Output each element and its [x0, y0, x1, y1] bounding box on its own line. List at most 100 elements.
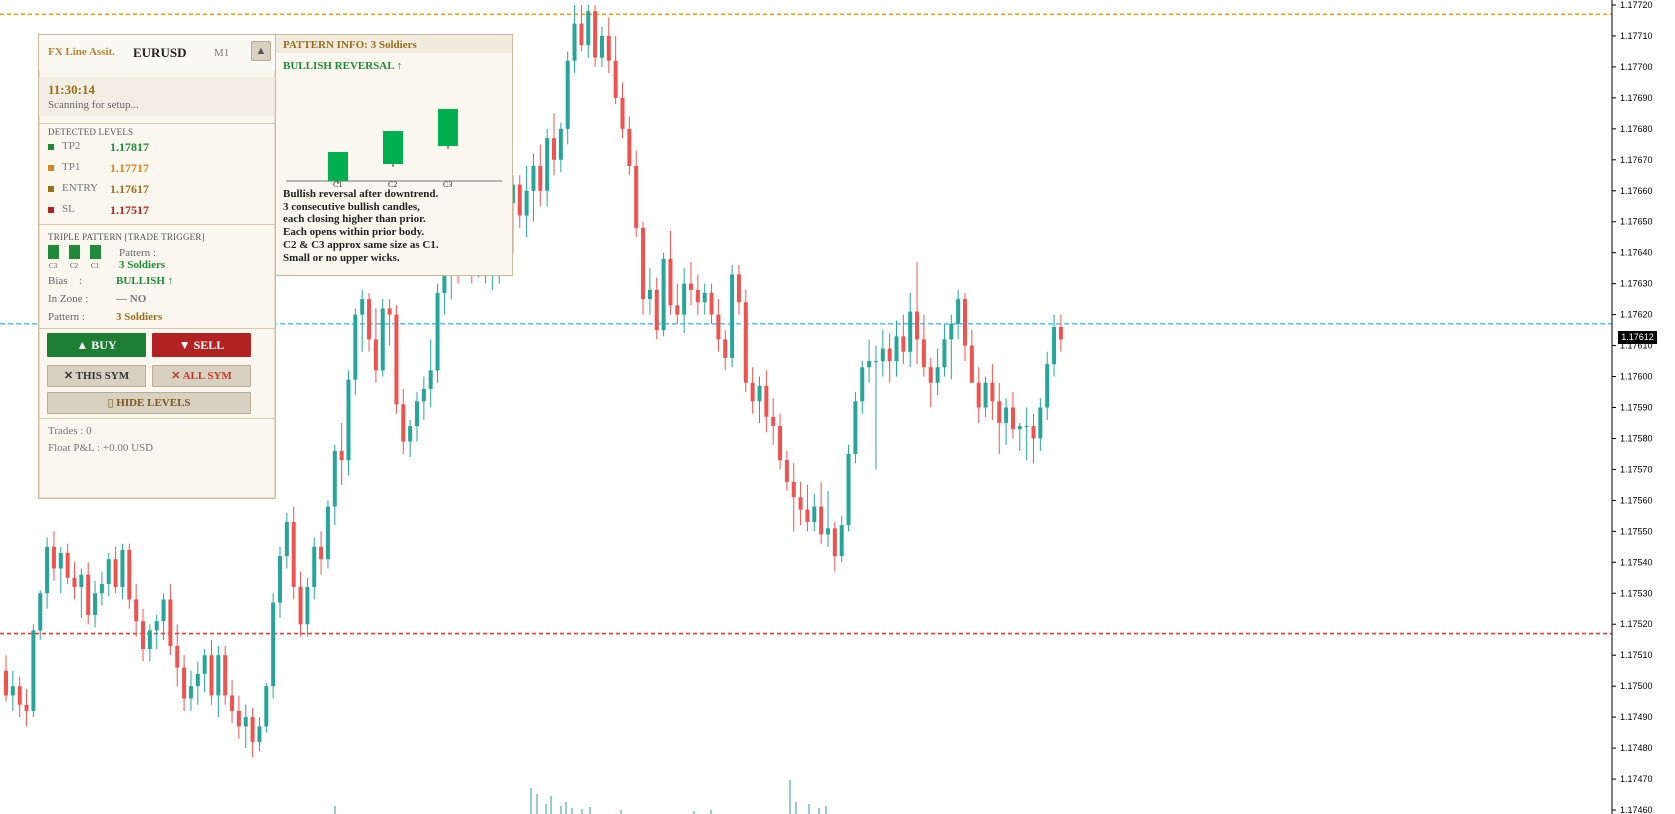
- candle-body: [709, 292, 714, 315]
- candle-body: [257, 726, 262, 742]
- candle-body: [332, 450, 337, 507]
- pattern-label: Pattern :: [119, 247, 156, 259]
- sell-button[interactable]: ▼ SELL: [152, 333, 251, 357]
- candle-body: [1024, 426, 1029, 428]
- candle-body: [606, 35, 611, 61]
- candle-body: [990, 382, 995, 402]
- candle-body: [908, 311, 913, 352]
- axis-tick-label: 1.17610: [1620, 341, 1653, 351]
- candle-body: [373, 339, 378, 371]
- entry-marker-icon: [48, 186, 54, 192]
- pattern-value-2: 3 Soldiers: [116, 311, 163, 323]
- candle-body: [223, 655, 228, 696]
- candle-body: [641, 227, 646, 300]
- level-name: TP2: [62, 140, 81, 152]
- close-this-symbol-button[interactable]: ✕ THIS SYM: [47, 365, 146, 387]
- candle-body: [853, 401, 858, 454]
- candle-body: [195, 673, 200, 687]
- axis-tick-label: 1.17570: [1620, 464, 1653, 474]
- candle-body: [4, 670, 8, 696]
- bias-label: Bias: [48, 275, 68, 287]
- candle-body: [784, 460, 789, 482]
- description-line: Small or no upper wicks.: [283, 251, 400, 264]
- divider: [39, 224, 275, 225]
- candle-body: [141, 621, 145, 649]
- volume-bars: [334, 780, 827, 814]
- candle-body: [367, 299, 372, 340]
- candle-body: [579, 23, 584, 46]
- candle-body: [38, 593, 43, 631]
- buy-button[interactable]: ▲ BUY: [47, 333, 146, 357]
- candle-body: [846, 453, 851, 526]
- timeframe-label: M1: [214, 47, 230, 59]
- axis-tick-label: 1.17470: [1620, 774, 1653, 784]
- candle-body: [291, 522, 296, 588]
- candle-body: [867, 361, 872, 368]
- candle-body: [24, 704, 29, 711]
- tp1-marker-icon: [48, 165, 54, 171]
- level-row-tp2: TP2 1.17817: [48, 140, 268, 156]
- pattern-value: 3 Soldiers: [119, 259, 166, 271]
- axis-tick-label: 1.17670: [1620, 155, 1653, 165]
- axis-tick-label: 1.17710: [1620, 31, 1653, 41]
- candle-body: [72, 577, 77, 588]
- level-value: 1.17617: [110, 182, 149, 196]
- candle-body: [209, 655, 214, 696]
- candle-body: [538, 166, 543, 191]
- candle-body: [147, 630, 152, 649]
- pattern-diagram: [286, 109, 502, 184]
- candle-body: [1045, 364, 1050, 408]
- candle-body: [86, 574, 91, 615]
- axis-tick-label: 1.17460: [1620, 805, 1653, 814]
- candle-body: [1004, 407, 1009, 423]
- mini-label: C2: [70, 262, 79, 270]
- candle-body: [963, 299, 967, 346]
- candle-body: [79, 574, 84, 588]
- candle-body: [921, 339, 926, 368]
- brand-name: FX Line Assit.: [48, 46, 115, 58]
- candle-body: [805, 509, 810, 523]
- candle-body: [1052, 327, 1057, 365]
- hide-levels-button[interactable]: ▯ HIDE LEVELS: [47, 392, 251, 414]
- candle-body: [997, 401, 1002, 423]
- candle-body: [415, 401, 419, 427]
- axis-tick-label: 1.17480: [1620, 743, 1653, 753]
- symbol-label: EURUSD: [133, 45, 187, 60]
- candle-body: [360, 299, 365, 315]
- candle-body: [182, 667, 187, 699]
- server-time: 11:30:14: [48, 82, 95, 97]
- axis-tick-label: 1.17500: [1620, 681, 1653, 691]
- candle-body: [113, 559, 118, 588]
- float-pnl: Float P&L : +0.00 USD: [48, 442, 154, 454]
- candle-body: [860, 367, 865, 402]
- candle-body: [353, 314, 358, 380]
- candle-body: [771, 416, 776, 427]
- level-value: 1.17717: [110, 161, 149, 175]
- candle-body: [915, 311, 920, 340]
- diagram-candle-c2: [383, 131, 403, 164]
- candle-body: [983, 382, 988, 408]
- candle-body: [736, 274, 741, 303]
- bias-colon: :: [79, 275, 83, 287]
- axis-tick-label: 1.17720: [1620, 0, 1653, 10]
- candle-body: [894, 336, 899, 362]
- info-header: PATTERN INFO: 3 Soldiers: [276, 35, 512, 53]
- candle-body: [565, 60, 570, 129]
- mini-label: C3: [49, 262, 58, 270]
- candle-body: [51, 546, 56, 569]
- candle-body: [826, 528, 830, 535]
- candle-body: [120, 549, 125, 588]
- candle-body: [435, 292, 440, 371]
- candle-body: [1017, 426, 1022, 430]
- divider: [39, 328, 275, 329]
- close-all-symbols-button[interactable]: ✕ ALL SYM: [152, 365, 251, 387]
- candle-body: [264, 686, 269, 727]
- axis-tick-label: 1.17520: [1620, 619, 1653, 629]
- collapse-icon[interactable]: ▲: [251, 41, 271, 61]
- level-name: TP1: [62, 161, 81, 173]
- candle-body: [935, 367, 940, 383]
- candle-body: [949, 323, 954, 340]
- levels-header: DETECTED LEVELS: [48, 127, 134, 137]
- candle-body: [127, 549, 132, 600]
- diagram-label-c3: C3: [443, 180, 453, 189]
